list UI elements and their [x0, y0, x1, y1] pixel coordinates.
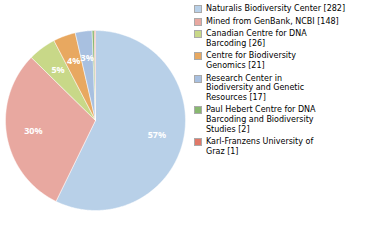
- svg-text:57%: 57%: [148, 128, 166, 141]
- html-text:Karl-Franzens University of Gr: Karl-Franzens University of Graz [1]: [206, 137, 314, 156]
- svg-text:3%: 3%: [81, 51, 94, 64]
- svg-text:5%: 5%: [51, 63, 64, 76]
- html-text:Naturalis Biodiversity Center: Naturalis Biodiversity Center [282]: [206, 4, 346, 13]
- svg-text:4%: 4%: [67, 54, 80, 67]
- html-text:Research Center in Biodiversit: Research Center in Biodiversity and Gene…: [206, 73, 305, 102]
- html-text:Paul Hebert Centre for DNA Bar: Paul Hebert Centre for DNA Barcoding and…: [206, 105, 316, 134]
- html-text:Canadian Centre for DNA Barcod: Canadian Centre for DNA Barcoding [26]: [206, 29, 307, 48]
- html-text:Mined from GenBank, NCBI [148]: Mined from GenBank, NCBI [148]: [206, 16, 339, 26]
- html-text:Centre for Biodiversity Genomi: Centre for Biodiversity Genomics [21]: [206, 51, 296, 70]
- svg-text:30%: 30%: [24, 124, 42, 137]
